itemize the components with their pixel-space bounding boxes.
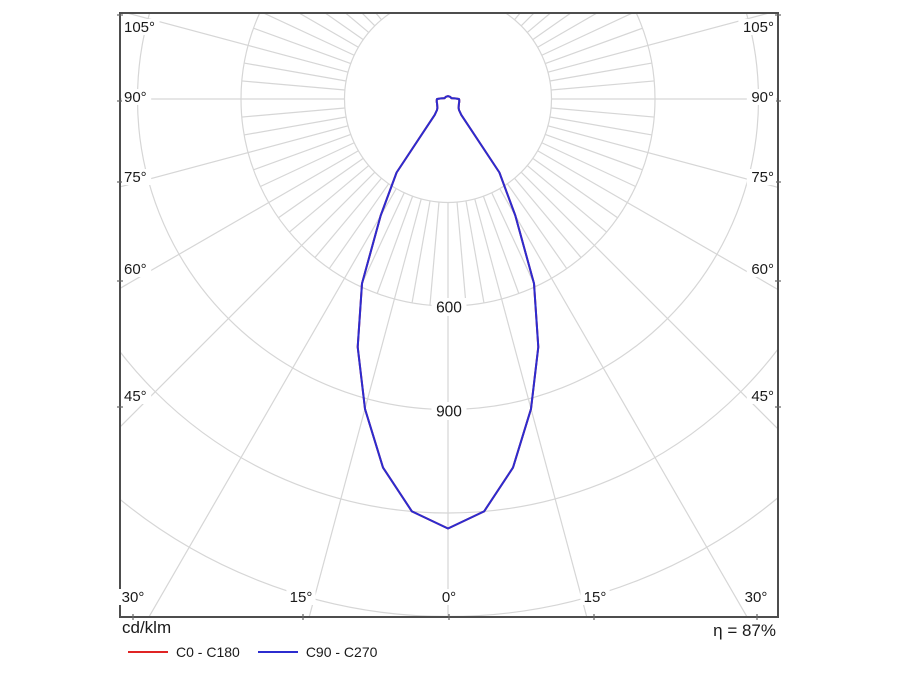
angle-label-bottom: 30° (745, 589, 768, 606)
unit-label: cd/klm (122, 618, 172, 637)
efficiency-label: η = 87% (713, 621, 776, 640)
angle-label-bottom: 15° (584, 589, 607, 606)
angle-label-right: 60° (751, 261, 774, 278)
angle-label-left: 90° (124, 89, 147, 106)
curves (356, 95, 540, 530)
axis-ticks (117, 14, 781, 620)
legend-item-c90-c270: C90 - C270 (257, 644, 378, 660)
angle-label-right: 105° (743, 19, 774, 36)
angle-label-right: 45° (751, 388, 774, 405)
curve-c90-c270 (356, 95, 540, 530)
angle-label-left: 105° (124, 19, 155, 36)
ring-labels: 600 900 (431, 298, 467, 421)
angle-label-bottom: 0° (442, 589, 456, 606)
legend-label-c0-c180: C0 - C180 (176, 644, 240, 660)
legend-line-icon-c90-c270 (257, 651, 298, 653)
angle-label-right: 90° (751, 89, 774, 106)
legend-label-c90-c270: C90 - C270 (305, 644, 378, 660)
angle-label-left: 45° (124, 388, 147, 405)
angle-label-left: 60° (124, 261, 147, 278)
legend: C0 - C180 C90 - C270 (128, 645, 377, 659)
angle-labels: 105° 90° 75° 60° 45° 105° 90° 75° 60° 45° 30° 15° 0°… (118, 19, 776, 606)
legend-line-icon-c0-c180 (128, 651, 168, 653)
legend-item-c0-c180: C0 - C180 (128, 645, 240, 659)
ring-label-900: 900 (436, 404, 462, 421)
angle-label-left: 75° (124, 169, 147, 186)
angle-label-bottom: 30° (122, 589, 145, 606)
angle-label-bottom: 15° (290, 589, 313, 606)
ring-label-600: 600 (436, 300, 462, 317)
angle-label-right: 75° (751, 169, 774, 186)
